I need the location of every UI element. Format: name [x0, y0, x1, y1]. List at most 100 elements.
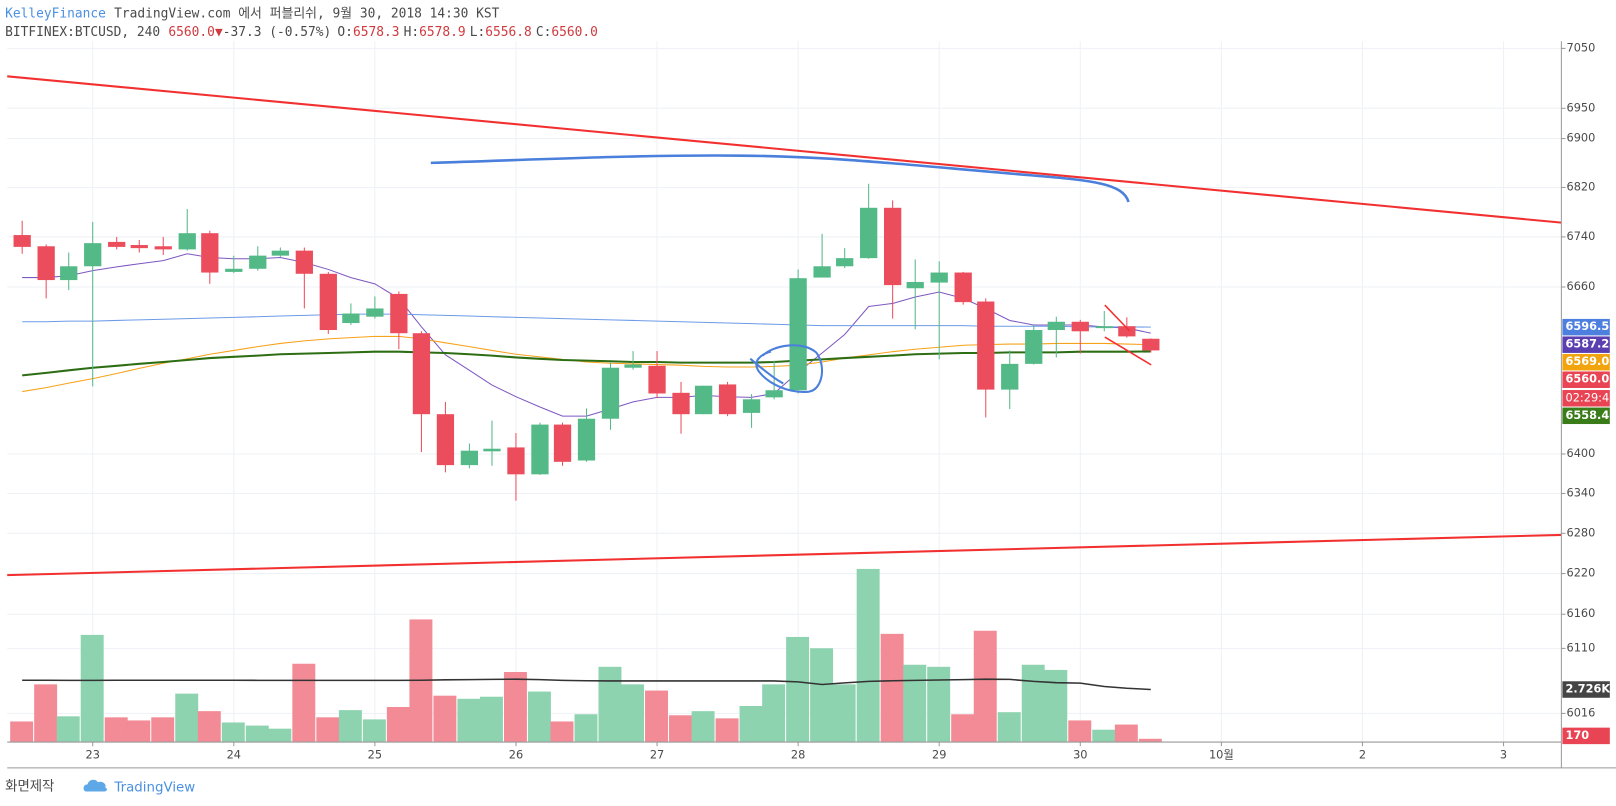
y-tick-label: 6950 [1567, 100, 1596, 114]
volume-bar [479, 696, 503, 743]
candle-body [366, 308, 384, 317]
x-tick-label: 10월 [1209, 747, 1234, 761]
axis-marker [1562, 407, 1610, 425]
volume-bar [292, 663, 316, 743]
candle-body [624, 364, 642, 368]
volume-bar [503, 671, 527, 743]
candle-body [201, 233, 219, 273]
candle-body [577, 418, 596, 461]
y-tick-label: 6280 [1567, 525, 1596, 539]
axis-marker [1562, 336, 1610, 353]
brand-logo[interactable] [83, 779, 107, 792]
candle-body [1071, 321, 1089, 332]
ma-line [22, 350, 1151, 377]
volume-ma-line [22, 678, 1151, 691]
volume-bar [527, 691, 551, 743]
volume-bar [175, 693, 199, 743]
header-line: KelleyFinance TradingView.com 에서 퍼블리쉬, 9월… [5, 6, 499, 21]
y-tick-label: 7050 [1567, 40, 1596, 54]
candle-body [1142, 338, 1160, 351]
countdown-box [1562, 390, 1610, 407]
y-tick-label: 6900 [1567, 131, 1596, 145]
candle-body [930, 272, 948, 283]
candle-body [531, 424, 549, 475]
volume-bar [645, 690, 669, 743]
x-tick-label: 2 [1359, 747, 1366, 761]
drawn-line [1104, 304, 1131, 332]
volume-bar [338, 710, 362, 743]
volume-bar [550, 721, 574, 743]
candle-body [718, 384, 737, 415]
x-tick-label: 3 [1500, 747, 1507, 761]
volume-bar [34, 684, 58, 743]
drawn-circle [749, 344, 824, 393]
candle-body [225, 268, 243, 272]
axis-marker-label: 6596.5 [1566, 319, 1610, 333]
ma-line [22, 313, 1151, 328]
low-label: L: [470, 24, 486, 39]
volume-bar [574, 714, 598, 743]
y-tick-label: 6660 [1567, 279, 1596, 293]
axis-marker-label: 170 [1566, 728, 1590, 742]
published: TradingView.com 에서 퍼블리쉬, 9월 30, 2018 14:… [114, 6, 499, 21]
y-tick-label: 6340 [1567, 485, 1596, 499]
candle-body [789, 278, 807, 391]
drawn-curve [430, 154, 1130, 203]
candle-body [836, 258, 854, 267]
volume-bar [997, 712, 1021, 743]
volume-bar [1044, 669, 1068, 743]
change-arrow: ▼ [215, 24, 223, 39]
symbol: BITFINEX:BTCUSD, 240 [5, 24, 160, 39]
candle-body [412, 333, 431, 415]
candle-body [648, 365, 666, 394]
candle-body [130, 245, 148, 249]
candle-body [13, 235, 31, 247]
volume-bar [1092, 729, 1116, 743]
candle-body [1047, 321, 1065, 331]
volume-bar [832, 684, 856, 743]
candle-body [906, 281, 924, 289]
volume-bar [268, 728, 292, 743]
drawn-line [1104, 336, 1152, 366]
x-tick-label: 30 [1073, 747, 1087, 761]
y-tick-label: 6820 [1567, 179, 1596, 193]
volume-bar [810, 648, 834, 743]
legend-line: BITFINEX:BTCUSD, 240 6560.0▼-37.3 (-0.57%… [5, 24, 598, 39]
footer-brand[interactable]: TradingView [113, 780, 195, 795]
candle-body [483, 448, 501, 452]
volume-bar [316, 717, 340, 743]
volume-pane [10, 568, 1162, 743]
volume-bar [739, 705, 763, 743]
axis-marker [1562, 371, 1610, 388]
x-tick-label: 25 [368, 747, 382, 761]
volume-bar [786, 636, 810, 743]
volume-bar [903, 664, 927, 743]
candle-body [672, 392, 690, 415]
last-price: 6560.0 [168, 24, 215, 39]
volume-bar [433, 695, 457, 743]
y-tick-label: 6740 [1567, 229, 1596, 243]
candle-body [460, 450, 479, 466]
countdown-label: 02:29:42 [1566, 390, 1616, 404]
candle-body [295, 250, 313, 274]
y-tick-label: 6110 [1567, 640, 1596, 654]
grid [7, 41, 1562, 743]
candle-body [1001, 363, 1019, 390]
volume-bar [104, 717, 128, 743]
volume-bar [691, 711, 715, 743]
footer-maker: 화면제작 [5, 778, 54, 794]
candle-body [271, 250, 289, 256]
axis-marker-label: 6569.0 [1566, 354, 1610, 368]
volume-bar [669, 715, 692, 743]
volume-bar [56, 716, 80, 743]
author: KelleyFinance [5, 6, 106, 21]
volume-bar [457, 698, 481, 743]
volume-bar [221, 722, 245, 743]
candle-body [742, 399, 761, 413]
candle-body [108, 241, 126, 247]
volume-bar [1138, 738, 1162, 743]
candle-body [860, 207, 878, 259]
x-tick-label: 27 [650, 747, 664, 761]
volume-bar [197, 711, 221, 743]
volume-bar [762, 684, 786, 743]
